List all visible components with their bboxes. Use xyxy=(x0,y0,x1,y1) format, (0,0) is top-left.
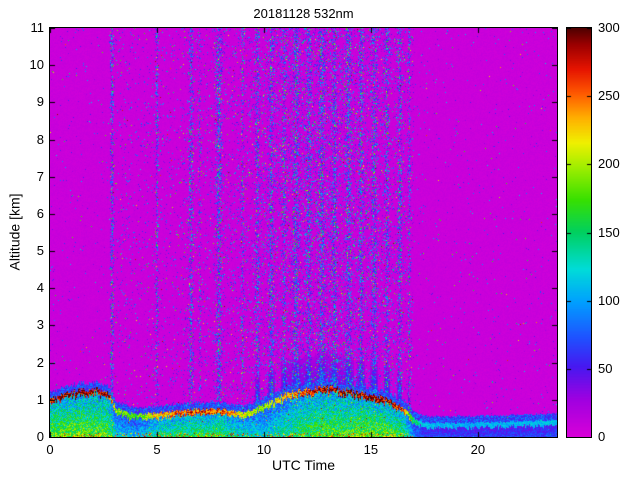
colorbar-tick-label: 50 xyxy=(598,360,613,376)
x-tick-label: 0 xyxy=(46,442,54,457)
x-axis-label: UTC Time xyxy=(272,457,335,473)
y-tick-label: 10 xyxy=(29,57,44,73)
x-tick-label: 15 xyxy=(363,442,379,457)
y-tick-label: 5 xyxy=(36,243,44,259)
colorbar-tick-label: 150 xyxy=(598,224,620,240)
colorbar-tick-label: 200 xyxy=(598,156,620,172)
colorbar-tick-label: 300 xyxy=(598,20,620,35)
y-axis-label: Altitude [km] xyxy=(2,27,28,436)
colorbar-tick-label: 100 xyxy=(598,292,620,308)
y-tick-label: 2 xyxy=(36,354,44,370)
y-tick-label: 7 xyxy=(36,168,44,184)
y-tick-label: 6 xyxy=(36,205,44,221)
chart-title: 20181128 532nm xyxy=(253,6,354,21)
colorbar-tick-label: 0 xyxy=(598,429,606,444)
y-tick-label: 3 xyxy=(36,317,44,333)
y-tick-label: 4 xyxy=(36,280,44,296)
x-tick-label: 5 xyxy=(153,442,161,457)
colorbar-canvas xyxy=(566,27,592,438)
y-tick-label: 9 xyxy=(36,94,44,110)
y-tick-label: 8 xyxy=(36,131,44,147)
x-tick-label: 10 xyxy=(256,442,272,457)
y-tick-label: 11 xyxy=(30,20,45,35)
colorbar-tick-label: 250 xyxy=(598,88,620,104)
y-tick-label: 0 xyxy=(36,429,44,444)
heatmap-canvas xyxy=(49,27,558,438)
x-tick-label: 20 xyxy=(470,442,486,457)
y-tick-label: 1 xyxy=(36,391,44,407)
